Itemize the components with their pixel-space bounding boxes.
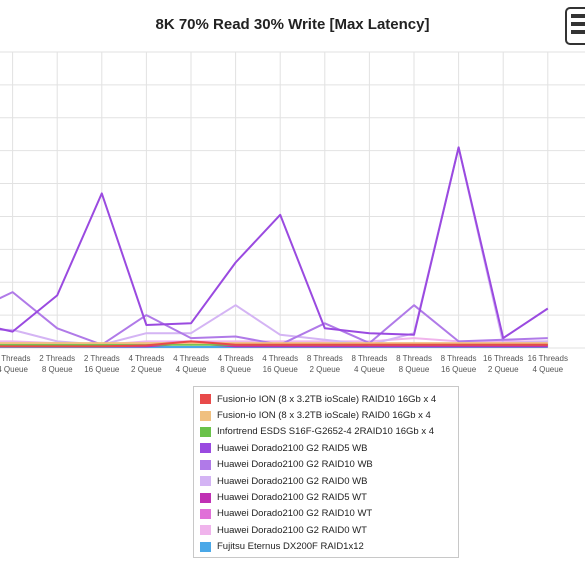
legend-swatch <box>200 508 211 519</box>
legend-item: Huawei Dorado2100 G2 RAID0 WT <box>200 522 458 538</box>
x-tick-label: 8 Threads 8 Queue <box>396 354 432 374</box>
x-tick-label: 2 Threads 16 Queue <box>84 354 120 374</box>
legend-item: Fusion-io ION (8 x 3.2TB ioScale) RAID0 … <box>200 407 458 423</box>
legend-item: Huawei Dorado2100 G2 RAID0 WB <box>200 473 458 489</box>
legend-item: Huawei Dorado2100 G2 RAID10 WB <box>200 457 458 473</box>
chart-legend: Fusion-io ION (8 x 3.2TB ioScale) RAID10… <box>193 386 459 558</box>
legend-swatch <box>200 410 211 421</box>
legend-label: Infortrend ESDS S16F-G2652-4 2RAID10 16G… <box>217 426 435 438</box>
legend-label: Fusion-io ION (8 x 3.2TB ioScale) RAID10… <box>217 393 437 405</box>
x-tick-label: 8 Threads 2 Queue <box>307 354 343 374</box>
legend-swatch <box>200 476 211 487</box>
x-tick-label: 4 Threads 8 Queue <box>218 354 254 374</box>
legend-swatch <box>200 394 211 405</box>
legend-label: Huawei Dorado2100 G2 RAID0 WB <box>217 475 368 487</box>
series-line <box>0 146 549 340</box>
legend-label: Huawei Dorado2100 G2 RAID10 WT <box>217 508 373 520</box>
legend-item: Fujitsu Eternus DX200F RAID1x12 <box>200 539 458 555</box>
chart-title: 8K 70% Read 30% Write [Max Latency] <box>155 16 430 33</box>
legend-swatch <box>200 541 211 552</box>
legend-label: Huawei Dorado2100 G2 RAID10 WB <box>217 459 373 471</box>
x-tick-label: 4 Threads 4 Queue <box>173 354 209 374</box>
x-tick-label: 16 Threads 4 Queue <box>528 354 568 374</box>
legend-swatch <box>200 426 211 437</box>
x-tick-label: 4 Threads 2 Queue <box>128 354 164 374</box>
legend-swatch <box>200 443 211 454</box>
x-tick-label: 4 Threads 16 Queue <box>262 354 298 374</box>
legend-label: Fusion-io ION (8 x 3.2TB ioScale) RAID0 … <box>217 410 431 422</box>
series-line <box>0 340 548 348</box>
legend-item: Fusion-io ION (8 x 3.2TB ioScale) RAID10… <box>200 391 458 407</box>
legend-item: Huawei Dorado2100 G2 RAID5 WT <box>200 489 458 505</box>
series-line <box>0 291 548 346</box>
legend-swatch <box>200 525 211 536</box>
x-tick-label: 2 Threads 8 Queue <box>39 354 75 374</box>
site-logo-icon <box>565 7 585 45</box>
x-tick-label: 8 Threads 16 Queue <box>441 354 477 374</box>
legend-swatch <box>200 492 211 503</box>
legend-swatch <box>200 459 211 470</box>
legend-label: Huawei Dorado2100 G2 RAID5 WB <box>217 442 368 454</box>
legend-label: Fujitsu Eternus DX200F RAID1x12 <box>217 541 364 553</box>
legend-label: Huawei Dorado2100 G2 RAID0 WT <box>217 524 367 536</box>
x-tick-label: 16 Threads 2 Queue <box>483 354 523 374</box>
legend-item: Huawei Dorado2100 G2 RAID10 WT <box>200 506 458 522</box>
legend-item: Huawei Dorado2100 G2 RAID5 WB <box>200 440 458 456</box>
legend-label: Huawei Dorado2100 G2 RAID5 WT <box>217 492 367 504</box>
x-tick-label: 8 Threads 4 Queue <box>351 354 387 374</box>
legend-item: Infortrend ESDS S16F-G2652-4 2RAID10 16G… <box>200 424 458 440</box>
